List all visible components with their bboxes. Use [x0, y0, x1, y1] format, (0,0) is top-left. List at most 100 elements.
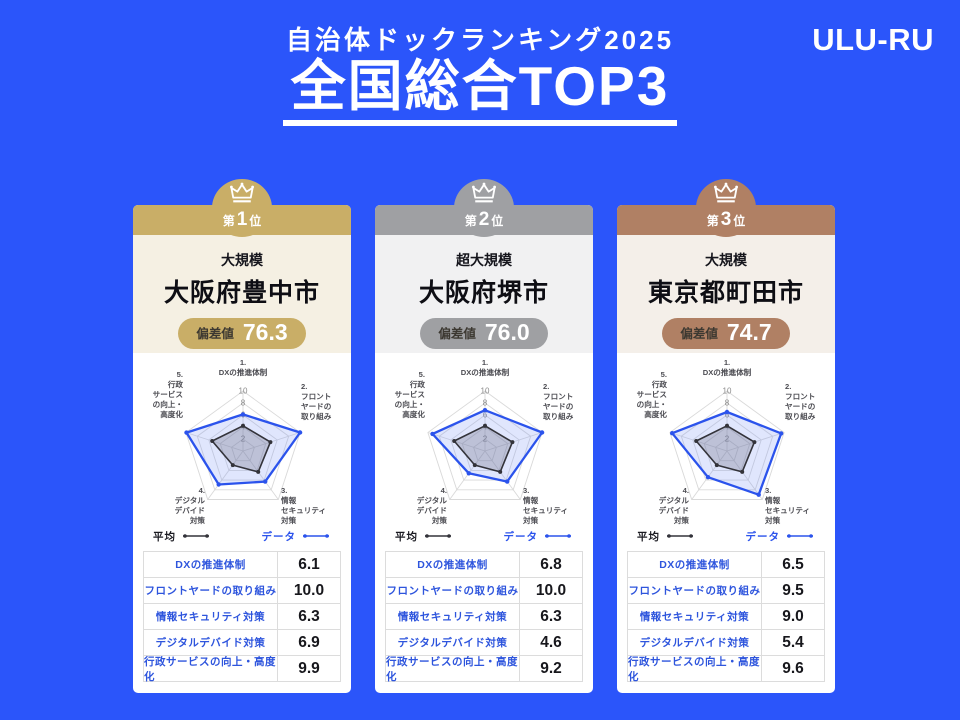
- svg-text:の向上・: の向上・: [153, 399, 183, 409]
- crown-icon: [714, 182, 738, 203]
- legend-average-label: 平均: [395, 530, 418, 543]
- rank-suffix: 位: [733, 213, 746, 228]
- svg-text:10: 10: [481, 387, 490, 396]
- svg-text:セキュリティ: セキュリティ: [765, 506, 810, 515]
- svg-text:ヤードの: ヤードの: [301, 402, 332, 411]
- row-value: 6.9: [298, 633, 320, 651]
- row-label: DXの推進体制: [386, 552, 520, 577]
- score-pill: 偏差値 74.7: [662, 318, 790, 349]
- average-line-icon: [183, 534, 209, 538]
- table-row: 行政サービスの向上・高度化 9.9: [144, 655, 340, 683]
- svg-text:DXの推進体制: DXの推進体制: [219, 367, 268, 377]
- score-value: 76.0: [484, 319, 530, 345]
- city-name: 東京都町田市: [647, 279, 804, 307]
- svg-text:対策: 対策: [280, 515, 297, 525]
- row-value: 10.0: [535, 581, 567, 599]
- svg-text:2: 2: [483, 435, 488, 444]
- data-line-icon: [787, 534, 813, 538]
- card-summary: 大規模 大阪府豊中市 偏差値 76.3: [133, 235, 351, 353]
- legend-data-label: データ: [261, 530, 296, 543]
- radar-chart: 2468101.DXの推進体制2.フロントヤードの取り組み3.情報セキュリティ対…: [133, 353, 351, 529]
- svg-text:5.: 5.: [177, 370, 183, 379]
- row-label: DXの推進体制: [144, 552, 278, 577]
- svg-text:ヤードの: ヤードの: [785, 402, 816, 411]
- legend-average-label: 平均: [637, 530, 660, 543]
- rank-card-3: 第3位 大規模 東京都町田市 偏差値 74.7 2468101.DXの推進体制2…: [617, 179, 835, 693]
- row-label: フロントヤードの取り組み: [144, 578, 278, 603]
- svg-text:対策: 対策: [189, 515, 206, 525]
- row-value: 5.4: [782, 633, 804, 651]
- row-label: デジタルデバイド対策: [628, 630, 762, 655]
- svg-text:デジタル: デジタル: [175, 495, 206, 505]
- row-label: 情報セキュリティ対策: [628, 604, 762, 629]
- svg-text:デジタル: デジタル: [659, 495, 690, 505]
- row-label: フロントヤードの取り組み: [628, 578, 762, 603]
- row-value: 9.5: [782, 581, 804, 599]
- table-row: 行政サービスの向上・高度化 9.6: [628, 656, 824, 683]
- svg-text:1.: 1.: [482, 358, 488, 367]
- page-subtitle: 自治体ドックランキング2025: [285, 25, 675, 55]
- row-value: 9.0: [782, 607, 804, 625]
- legend-average: 平均: [153, 529, 211, 544]
- crown-icon: [230, 182, 254, 203]
- svg-text:フロント: フロント: [301, 392, 331, 401]
- svg-text:デバイド: デバイド: [175, 505, 205, 515]
- rank-number: 1: [236, 209, 248, 230]
- radar-chart: 2468101.DXの推進体制2.フロントヤードの取り組み3.情報セキュリティ対…: [375, 353, 593, 529]
- row-label: 行政サービスの向上・高度化: [386, 655, 520, 683]
- data-line-icon: [303, 534, 329, 538]
- svg-text:8: 8: [241, 399, 246, 408]
- svg-text:3.: 3.: [523, 486, 529, 495]
- row-label: DXの推進体制: [628, 552, 762, 577]
- row-label: 行政サービスの向上・高度化: [144, 655, 278, 683]
- svg-text:行政: 行政: [167, 379, 184, 389]
- table-row: デジタルデバイド対策 6.9: [144, 630, 340, 656]
- crown-icon: [472, 182, 496, 203]
- page-title: 全国総合TOP3: [282, 56, 678, 127]
- table-row: 情報セキュリティ対策 6.3: [144, 604, 340, 630]
- svg-text:情報: 情報: [281, 495, 297, 505]
- row-value: 6.1: [298, 555, 320, 573]
- table-row: デジタルデバイド対策 4.6: [386, 630, 582, 656]
- city-name: 大阪府豊中市: [163, 279, 320, 307]
- table-row: フロントヤードの取り組み 9.5: [628, 578, 824, 604]
- svg-text:10: 10: [239, 387, 248, 396]
- data-line-icon: [545, 534, 571, 538]
- average-line-icon: [667, 534, 693, 538]
- svg-text:行政: 行政: [651, 379, 668, 389]
- svg-text:4.: 4.: [441, 486, 447, 495]
- legend-average: 平均: [637, 529, 695, 544]
- legend-data: データ: [262, 529, 332, 544]
- row-label: 情報セキュリティ対策: [386, 604, 520, 629]
- svg-text:高度化: 高度化: [644, 409, 667, 419]
- ranking-cards: 第1位 大規模 大阪府豊中市 偏差値 76.3 2468101.DXの推進体制2…: [133, 179, 835, 693]
- svg-text:フロント: フロント: [785, 392, 815, 401]
- row-value: 4.6: [540, 633, 562, 651]
- table-row: フロントヤードの取り組み 10.0: [144, 578, 340, 604]
- legend-average: 平均: [395, 529, 453, 544]
- svg-text:サービス: サービス: [395, 389, 426, 399]
- svg-text:デバイド: デバイド: [659, 505, 689, 515]
- table-row: DXの推進体制 6.1: [144, 552, 340, 578]
- svg-text:6: 6: [725, 411, 730, 420]
- row-label: フロントヤードの取り組み: [386, 578, 520, 603]
- category-label: 超大規模: [456, 252, 512, 268]
- card-summary: 超大規模 大阪府堺市 偏差値 76.0: [375, 235, 593, 353]
- row-value: 6.3: [540, 607, 562, 625]
- legend-data-label: データ: [745, 530, 780, 543]
- score-label: 偏差値: [196, 327, 234, 341]
- svg-text:1.: 1.: [724, 358, 730, 367]
- brand-logo: ULU-RU: [812, 22, 934, 57]
- rank-number: 2: [478, 209, 490, 230]
- category-label: 大規模: [705, 252, 747, 268]
- svg-text:サービス: サービス: [153, 389, 184, 399]
- svg-text:8: 8: [725, 399, 730, 408]
- svg-text:対策: 対策: [431, 515, 448, 525]
- svg-text:セキュリティ: セキュリティ: [523, 506, 568, 515]
- svg-text:セキュリティ: セキュリティ: [281, 506, 326, 515]
- card-summary: 大規模 東京都町田市 偏差値 74.7: [617, 235, 835, 353]
- score-table: DXの推進体制 6.8 フロントヤードの取り組み 10.0 情報セキュリティ対策 6.3 デ…: [385, 551, 583, 683]
- svg-text:2.: 2.: [543, 382, 549, 391]
